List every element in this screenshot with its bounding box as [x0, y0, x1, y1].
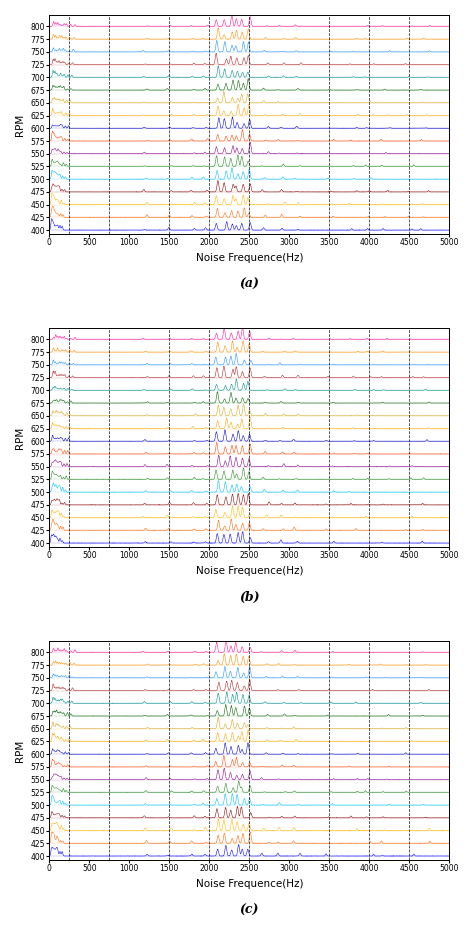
X-axis label: Noise Frequence(Hz): Noise Frequence(Hz) — [196, 565, 303, 576]
Y-axis label: RPM: RPM — [15, 113, 25, 136]
Text: (c): (c) — [240, 904, 259, 917]
X-axis label: Noise Frequence(Hz): Noise Frequence(Hz) — [196, 879, 303, 888]
Y-axis label: RPM: RPM — [15, 426, 25, 448]
X-axis label: Noise Frequence(Hz): Noise Frequence(Hz) — [196, 253, 303, 262]
Text: (b): (b) — [239, 591, 260, 604]
Y-axis label: RPM: RPM — [15, 739, 25, 762]
Text: (a): (a) — [239, 278, 259, 291]
